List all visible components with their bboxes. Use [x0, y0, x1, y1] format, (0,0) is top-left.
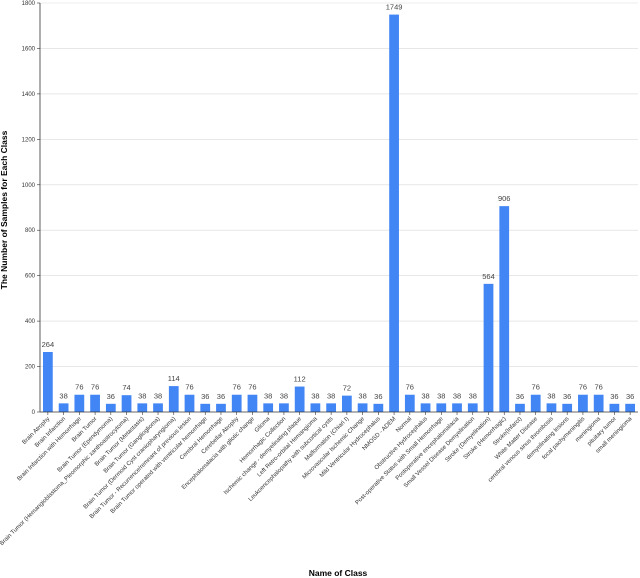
data-label: 74 [122, 383, 130, 392]
bar [609, 403, 620, 412]
data-label: 112 [294, 375, 306, 384]
bars: 264 38 76 76 36 74 38 38 114 76 36 36 76 76 38 38 112 38 3… [42, 3, 636, 413]
bar [153, 403, 163, 412]
data-label: 76 [532, 383, 540, 392]
bar [310, 403, 321, 412]
y-tick-label: 1600 [22, 46, 36, 52]
data-label: 1749 [386, 3, 403, 12]
bar [562, 403, 573, 412]
data-label: 36 [107, 392, 115, 401]
bar [373, 403, 384, 412]
bar [279, 403, 289, 412]
bar [546, 403, 557, 412]
bar [263, 403, 274, 412]
data-label: 564 [482, 272, 495, 281]
y-tick-label: 600 [25, 274, 36, 280]
bar [74, 394, 85, 412]
bar [326, 403, 337, 412]
data-label: 76 [579, 383, 587, 392]
data-label: 36 [610, 392, 618, 401]
bar [436, 403, 447, 412]
data-label: 38 [311, 391, 319, 400]
grid-lines [40, 2, 638, 367]
data-label: 76 [594, 383, 602, 392]
data-label: 906 [498, 194, 511, 203]
data-label: 76 [91, 383, 99, 392]
bar [90, 394, 100, 412]
data-label: 38 [327, 391, 335, 400]
data-label: 114 [168, 374, 180, 383]
y-tick-label: 800 [25, 228, 36, 234]
bar [578, 394, 588, 412]
bar [499, 206, 510, 412]
data-label: 36 [201, 392, 209, 401]
bar [42, 352, 53, 412]
data-label: 76 [233, 383, 241, 392]
bar [389, 14, 399, 413]
data-label: 38 [280, 391, 288, 400]
bar [184, 394, 195, 412]
bar [58, 403, 69, 412]
data-label: 264 [42, 340, 55, 349]
y-tick-label: 1800 [22, 1, 36, 7]
data-label: 38 [421, 391, 429, 400]
data-label: 36 [563, 392, 571, 401]
data-label: 38 [358, 391, 366, 400]
y-tick-label: 200 [25, 365, 36, 371]
data-label: 36 [217, 392, 225, 401]
y-tick-label: 400 [25, 319, 36, 325]
data-label: 72 [343, 384, 351, 393]
data-label: 38 [469, 391, 477, 400]
data-label: 36 [626, 392, 634, 401]
data-label: 38 [547, 391, 555, 400]
y-tick-label: 1000 [22, 183, 36, 189]
data-label: 38 [437, 391, 445, 400]
bar [121, 395, 132, 412]
data-label: 38 [154, 391, 162, 400]
data-label: 76 [185, 383, 193, 392]
data-label: 76 [406, 383, 414, 392]
bar [200, 403, 211, 412]
bar [247, 394, 258, 412]
bar [420, 403, 431, 412]
bar [452, 403, 462, 412]
bar [294, 386, 305, 412]
data-label: 76 [75, 383, 83, 392]
y-tick-label: 1400 [22, 92, 36, 98]
bar [515, 403, 525, 412]
data-label: 38 [453, 391, 461, 400]
bar [593, 394, 604, 412]
data-label: 38 [138, 391, 146, 400]
data-label: 36 [516, 392, 524, 401]
data-label: 38 [264, 391, 272, 400]
bar [357, 403, 368, 412]
bar [231, 394, 242, 412]
data-label: 38 [59, 391, 67, 400]
bar [137, 403, 148, 412]
bar [530, 394, 541, 412]
bar [625, 403, 636, 412]
data-label: 76 [248, 383, 256, 392]
x-axis-title: Name of Class [309, 568, 368, 578]
y-tick-label: 1200 [22, 137, 36, 143]
bar [341, 395, 352, 412]
y-tick-label: 0 [32, 410, 36, 416]
bar [216, 403, 226, 412]
y-axis-title: The Number of Samples for Each Class [0, 130, 9, 289]
y-axis-ticks: 0 200 400 600 800 1000 1200 1400 1600 1800 [22, 1, 40, 416]
bar [467, 403, 478, 412]
bar [483, 283, 494, 412]
bar [168, 386, 179, 412]
data-label: 36 [374, 392, 382, 401]
bar [105, 403, 116, 412]
bar [404, 394, 415, 412]
